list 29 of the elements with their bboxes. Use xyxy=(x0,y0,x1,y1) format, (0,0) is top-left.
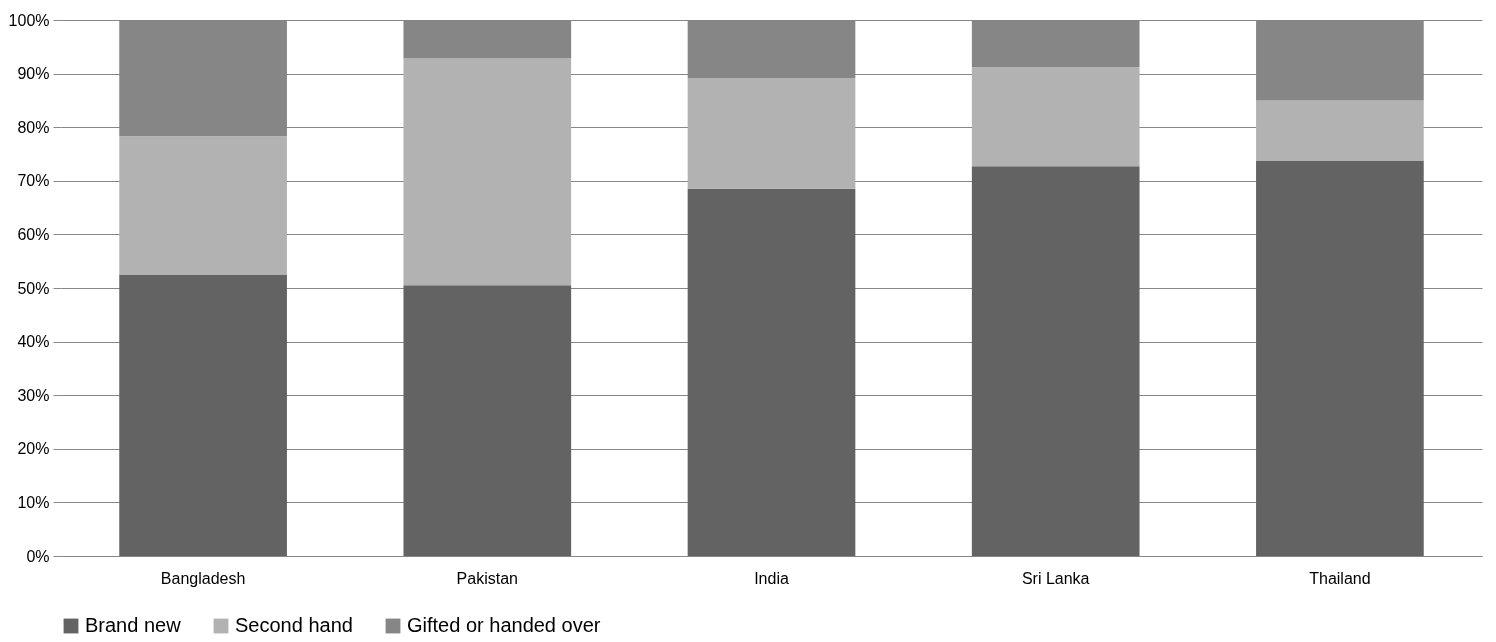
bar xyxy=(119,274,287,556)
bar xyxy=(971,166,1140,556)
y-tick-label: 50% xyxy=(17,279,50,297)
bar xyxy=(119,136,287,275)
legend-label: Brand new xyxy=(85,614,182,636)
y-tick-label: 40% xyxy=(17,333,50,351)
bar xyxy=(403,285,572,556)
x-tick-label: Sri Lanka xyxy=(1021,569,1090,587)
y-tick-label: 30% xyxy=(17,386,50,404)
y-tick-label: 0% xyxy=(26,547,50,565)
legend-label: Second hand xyxy=(235,614,353,636)
x-tick-label: Pakistan xyxy=(456,569,518,587)
x-tick-label: India xyxy=(754,569,789,587)
bar xyxy=(1256,100,1424,161)
y-tick-label: 80% xyxy=(17,118,50,136)
bar xyxy=(687,188,856,556)
y-tick-label: 100% xyxy=(8,11,50,29)
bar xyxy=(403,58,572,286)
bar xyxy=(687,77,856,189)
y-tick-label: 70% xyxy=(17,172,50,190)
legend-label: Gifted or handed over xyxy=(407,614,601,636)
bar xyxy=(1256,160,1424,556)
y-tick-label: 20% xyxy=(17,440,50,458)
y-tick-label: 10% xyxy=(17,493,50,511)
bar xyxy=(971,67,1140,167)
y-tick-label: 90% xyxy=(17,65,50,83)
x-tick-label: Bangladesh xyxy=(160,569,246,587)
y-tick-label: 60% xyxy=(17,225,50,243)
x-tick-label: Thailand xyxy=(1309,569,1371,587)
